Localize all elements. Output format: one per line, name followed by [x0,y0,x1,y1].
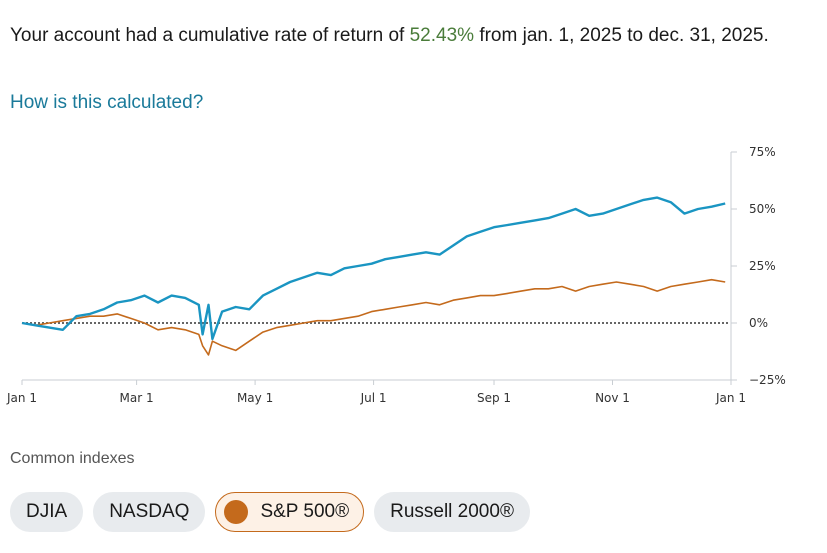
chip-label: DJIA [26,501,68,522]
how-calculated-link[interactable]: How is this calculated? [10,92,204,113]
y-tick-label: 25% [749,259,776,273]
return-summary: Your account had a cumulative rate of re… [10,20,800,51]
x-tick-label: Jan 1 [715,391,746,405]
summary-suffix: from jan. 1, 2025 to dec. 31, 2025. [474,25,769,46]
x-tick-label: May 1 [237,391,273,405]
index-chip-nasdaq[interactable]: NASDAQ [93,492,206,532]
index-chip-djia[interactable]: DJIA [10,492,84,532]
chip-label: Russell 2000® [390,501,514,522]
x-tick-label: Mar 1 [120,391,154,405]
summary-prefix: Your account had a cumulative rate of re… [10,25,410,46]
x-tick-label: Sep 1 [477,391,511,405]
y-tick-label: 75% [749,145,776,159]
chip-label: S&P 500® [260,501,350,522]
return-chart: Jan 1 Mar 1 May 1 Jul 1 Sep 1 Nov 1 Jan … [6,145,786,405]
y-tick-label: 0% [749,316,768,330]
y-tick-label: −25% [749,373,786,387]
axes [21,151,737,385]
index-chip-sp500[interactable]: S&P 500® [215,492,365,532]
common-indexes-label: Common indexes [10,450,135,467]
selected-dot-icon [224,500,249,524]
x-tick-label: Jan 1 [6,391,37,405]
series-line-account [21,196,726,341]
index-chips: DJIA NASDAQ S&P 500® Russell 2000® [10,492,530,532]
x-tick-label: Nov 1 [595,391,630,405]
index-chip-russell-2000[interactable]: Russell 2000® [374,492,530,532]
x-tick-label: Jul 1 [360,391,387,405]
y-axis-labels: 75% 50% 25% 0% −25% [749,145,786,387]
x-axis-labels: Jan 1 Mar 1 May 1 Jul 1 Sep 1 Nov 1 Jan … [6,391,746,405]
y-tick-label: 50% [749,202,776,216]
plot-area [21,196,729,356]
series-line-sp500 [21,278,726,356]
cumulative-rate: 52.43% [409,25,475,46]
chip-label: NASDAQ [109,501,190,522]
